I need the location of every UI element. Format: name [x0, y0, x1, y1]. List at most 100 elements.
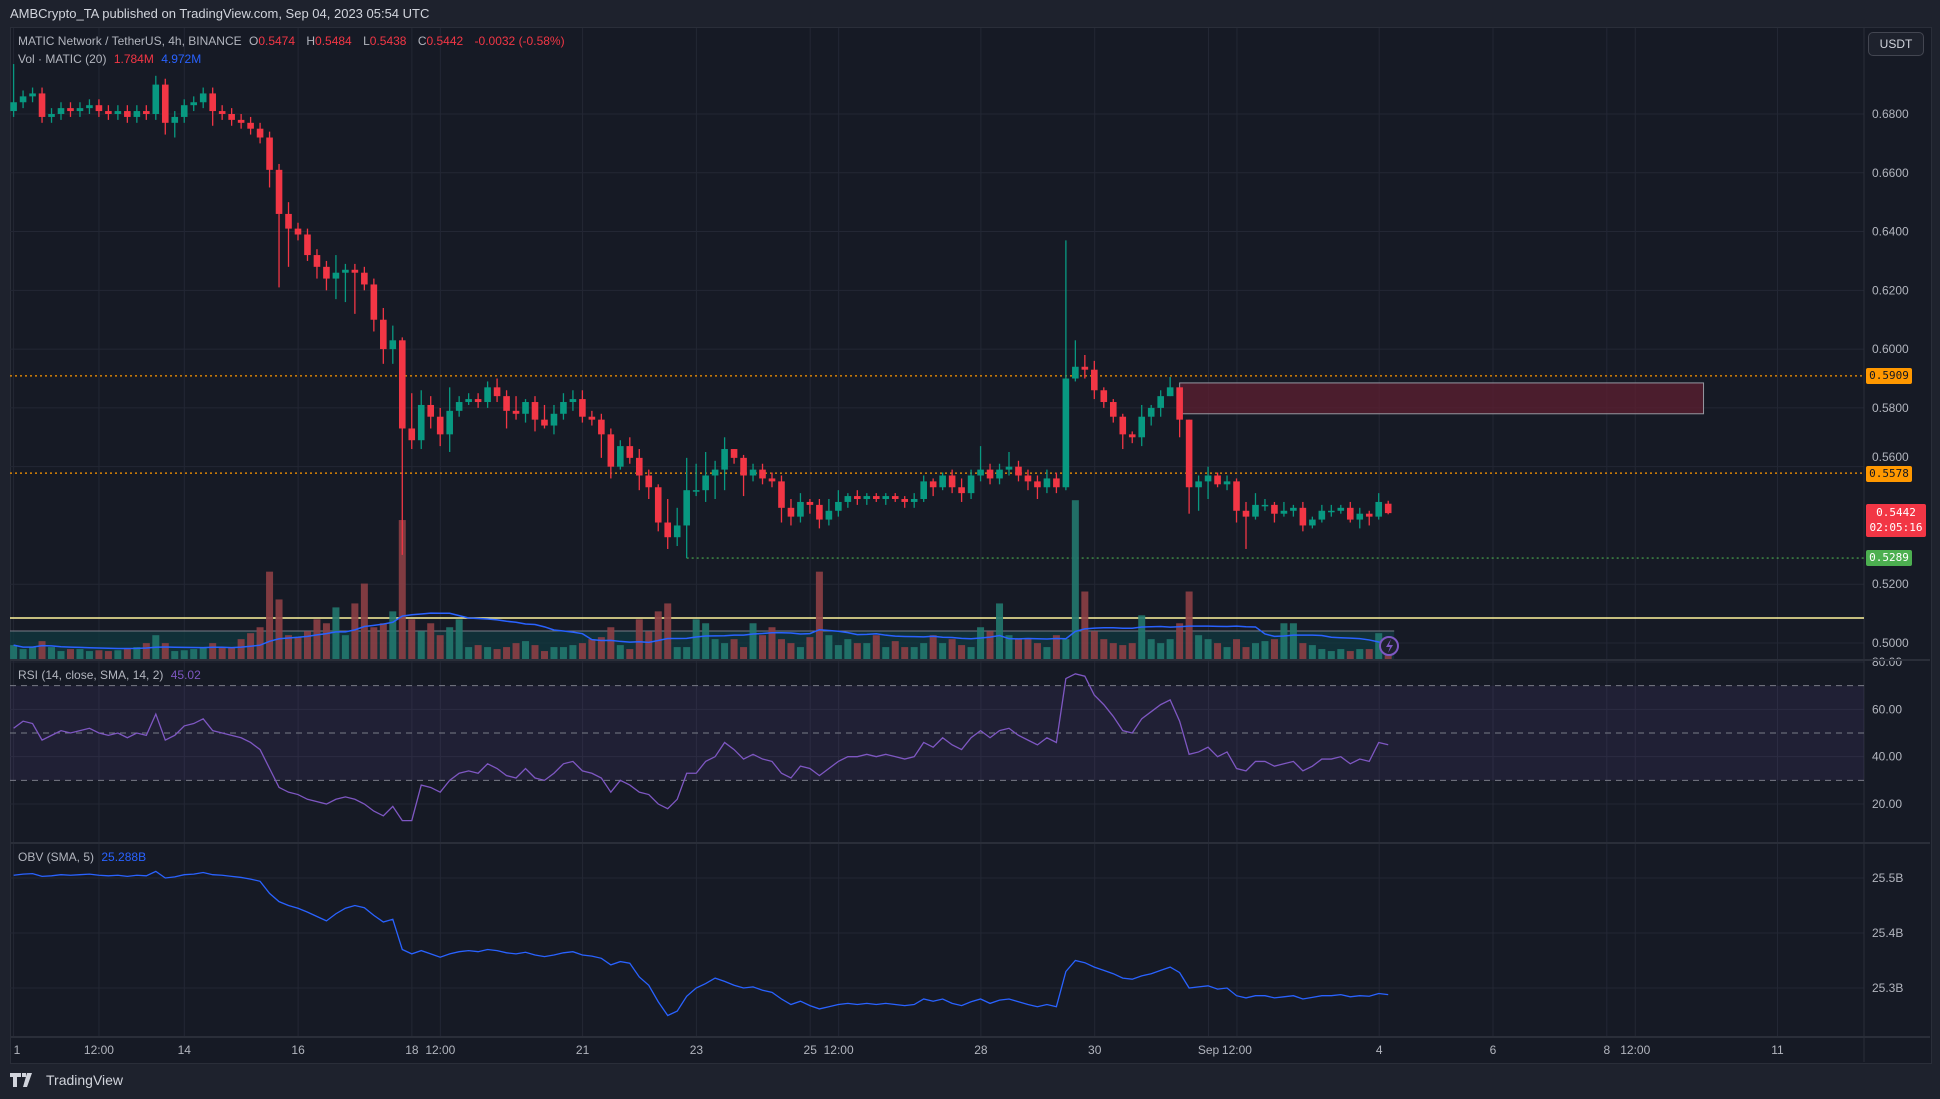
volume-bar: [806, 637, 814, 659]
bar-countdown: 02:05:16: [1869, 521, 1923, 534]
candle: [825, 499, 833, 526]
volume-bar: [370, 627, 378, 659]
candle: [948, 469, 956, 494]
candle-body: [199, 93, 207, 103]
volume-label[interactable]: Vol · MATIC (20): [18, 52, 107, 66]
candle-body: [872, 496, 880, 500]
volume-bar: [683, 647, 691, 659]
candle: [19, 90, 27, 109]
candle: [740, 454, 747, 497]
footer-brand[interactable]: TradingView: [46, 1072, 124, 1088]
volume-bar: [730, 639, 738, 659]
volume-bar: [1090, 631, 1098, 659]
candle-body: [1147, 407, 1155, 417]
candle: [484, 381, 491, 408]
candle: [607, 428, 615, 479]
candle: [389, 325, 397, 364]
candle: [10, 64, 17, 117]
candle: [161, 78, 169, 135]
volume-bar: [929, 635, 937, 659]
candle-body: [446, 410, 453, 435]
candle-body: [1271, 504, 1278, 514]
volume-bar: [1308, 645, 1316, 659]
volume-bar: [692, 619, 700, 659]
candle-body: [465, 399, 472, 403]
obv-legend: OBV (SMA, 5) 25.288B: [18, 850, 150, 864]
candle: [323, 260, 330, 291]
chart-frame[interactable]: [10, 27, 1932, 1064]
candle: [1223, 475, 1231, 491]
volume-bar: [872, 635, 880, 659]
candle-body: [588, 416, 596, 420]
candle: [986, 463, 994, 485]
candle-body: [161, 84, 169, 123]
volume-bar: [550, 647, 558, 659]
candle: [95, 99, 103, 117]
candle-body: [787, 507, 795, 517]
candle-body: [1204, 475, 1212, 482]
currency-button[interactable]: USDT: [1868, 32, 1924, 56]
candle: [778, 475, 785, 523]
candle-body: [749, 469, 757, 476]
volume-bar: [540, 651, 548, 659]
obv-axis-label: 25.4B: [1872, 926, 1903, 940]
symbol-title[interactable]: MATIC Network / TetherUS, 4h, BINANCE: [18, 34, 242, 48]
candle: [787, 499, 795, 526]
candle-body: [48, 114, 55, 117]
candle-body: [910, 499, 918, 502]
candle-body: [313, 255, 321, 267]
volume-bar: [161, 643, 169, 659]
candle-body: [503, 396, 510, 411]
volume-bar: [635, 619, 643, 659]
volume-bar: [256, 627, 264, 659]
candle: [1280, 501, 1288, 517]
candle: [1062, 240, 1070, 491]
rsi-label[interactable]: RSI (14, close, SMA, 14, 2): [18, 668, 164, 682]
volume-bar: [787, 643, 795, 659]
candle-body: [86, 105, 93, 109]
last-price-tag: 0.5442 02:05:16: [1866, 504, 1926, 537]
candle-body: [105, 111, 112, 114]
candle-body: [1318, 510, 1326, 520]
candle: [929, 478, 937, 497]
candle-body: [133, 111, 141, 117]
candle: [531, 396, 539, 432]
candle: [730, 449, 738, 464]
rsi-line: [13, 673, 1389, 822]
candle-body: [560, 402, 567, 414]
candle-body: [1309, 519, 1316, 526]
volume-bar: [341, 635, 349, 659]
volume-bar: [1033, 643, 1041, 659]
volume-bar: [503, 647, 511, 659]
candle: [1015, 460, 1022, 482]
volume-bar: [1081, 591, 1089, 659]
volume-bar: [1346, 651, 1354, 659]
candle: [133, 105, 141, 123]
volume-bar: [626, 649, 634, 659]
candle-body: [939, 475, 946, 488]
volume-bar: [986, 631, 994, 659]
lightning-icon[interactable]: [1379, 636, 1399, 656]
candle-body: [882, 496, 890, 500]
volume-bar: [664, 603, 672, 659]
price-axis-label: 0.6400: [1872, 225, 1909, 239]
candle: [1119, 413, 1127, 450]
candle: [702, 451, 709, 502]
candle: [1299, 501, 1307, 532]
volume-bar: [95, 650, 103, 659]
candle: [342, 263, 349, 303]
candle-body: [218, 111, 226, 114]
volume-bar: [1356, 649, 1364, 659]
candle: [550, 404, 558, 435]
volume-bar: [417, 631, 425, 659]
rsi-axis-label: 20.00: [1872, 797, 1902, 811]
candle-body: [29, 93, 36, 97]
time-axis-label: 12:00: [824, 1043, 854, 1057]
volume-bar: [1204, 639, 1212, 659]
candle-body: [332, 272, 340, 279]
obv-label[interactable]: OBV (SMA, 5): [18, 850, 95, 864]
volume-bar: [597, 637, 605, 659]
candle: [654, 484, 662, 532]
candle-body: [152, 84, 160, 114]
